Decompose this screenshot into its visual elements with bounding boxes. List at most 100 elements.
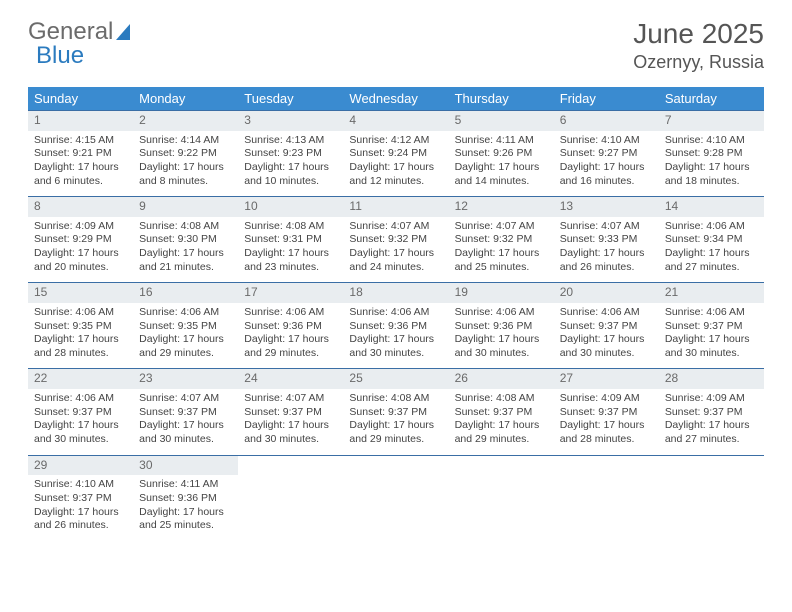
brand-part2: Blue [36, 42, 84, 70]
daylight-text-2: and 23 minutes. [244, 261, 337, 275]
sunset-text: Sunset: 9:28 PM [665, 147, 758, 161]
title-block: June 2025 Ozernyy, Russia [633, 18, 764, 73]
sunset-text: Sunset: 9:36 PM [244, 320, 337, 334]
daylight-text-2: and 24 minutes. [349, 261, 442, 275]
day-number: 10 [238, 197, 343, 217]
daylight-text: Daylight: 17 hours [139, 506, 232, 520]
sunrise-text: Sunrise: 4:06 AM [34, 392, 127, 406]
day-cell: Sunrise: 4:13 AMSunset: 9:23 PMDaylight:… [238, 131, 343, 197]
sunset-text: Sunset: 9:37 PM [455, 406, 548, 420]
day-number: 21 [659, 283, 764, 303]
daylight-text-2: and 26 minutes. [34, 519, 127, 533]
daylight-text-2: and 14 minutes. [455, 175, 548, 189]
daylight-text: Daylight: 17 hours [560, 247, 653, 261]
sunset-text: Sunset: 9:37 PM [244, 406, 337, 420]
day-number: 7 [659, 111, 764, 131]
day-number: 1 [28, 111, 133, 131]
day-number: 2 [133, 111, 238, 131]
day-cell: Sunrise: 4:10 AMSunset: 9:27 PMDaylight:… [554, 131, 659, 197]
sunset-text: Sunset: 9:26 PM [455, 147, 548, 161]
weekday-header: Thursday [449, 87, 554, 111]
day-number [659, 455, 764, 475]
daylight-text-2: and 26 minutes. [560, 261, 653, 275]
sunset-text: Sunset: 9:24 PM [349, 147, 442, 161]
sunset-text: Sunset: 9:37 PM [34, 492, 127, 506]
day-cell [343, 475, 448, 541]
day-cell: Sunrise: 4:06 AMSunset: 9:35 PMDaylight:… [28, 303, 133, 369]
sunset-text: Sunset: 9:23 PM [244, 147, 337, 161]
daylight-text: Daylight: 17 hours [34, 247, 127, 261]
daylight-text-2: and 29 minutes. [455, 433, 548, 447]
day-number: 27 [554, 369, 659, 389]
sunrise-text: Sunrise: 4:09 AM [665, 392, 758, 406]
day-cell: Sunrise: 4:06 AMSunset: 9:36 PMDaylight:… [449, 303, 554, 369]
sunrise-text: Sunrise: 4:09 AM [560, 392, 653, 406]
weekday-header-row: Sunday Monday Tuesday Wednesday Thursday… [28, 87, 764, 111]
day-number: 5 [449, 111, 554, 131]
day-cell: Sunrise: 4:12 AMSunset: 9:24 PMDaylight:… [343, 131, 448, 197]
sunset-text: Sunset: 9:35 PM [34, 320, 127, 334]
daylight-text: Daylight: 17 hours [34, 333, 127, 347]
sunrise-text: Sunrise: 4:06 AM [244, 306, 337, 320]
daylight-text: Daylight: 17 hours [34, 161, 127, 175]
daylight-text-2: and 18 minutes. [665, 175, 758, 189]
day-number: 9 [133, 197, 238, 217]
day-number: 4 [343, 111, 448, 131]
sunset-text: Sunset: 9:29 PM [34, 233, 127, 247]
daynum-row: 22232425262728 [28, 369, 764, 389]
weekday-header: Saturday [659, 87, 764, 111]
daylight-text: Daylight: 17 hours [455, 247, 548, 261]
day-cell: Sunrise: 4:06 AMSunset: 9:35 PMDaylight:… [133, 303, 238, 369]
daylight-text-2: and 25 minutes. [139, 519, 232, 533]
content-row: Sunrise: 4:10 AMSunset: 9:37 PMDaylight:… [28, 475, 764, 541]
sunset-text: Sunset: 9:37 PM [560, 406, 653, 420]
day-number: 13 [554, 197, 659, 217]
sunrise-text: Sunrise: 4:06 AM [560, 306, 653, 320]
title-month: June 2025 [633, 18, 764, 50]
sunset-text: Sunset: 9:33 PM [560, 233, 653, 247]
daylight-text: Daylight: 17 hours [244, 419, 337, 433]
day-number [449, 455, 554, 475]
daylight-text: Daylight: 17 hours [665, 419, 758, 433]
daylight-text-2: and 27 minutes. [665, 261, 758, 275]
day-cell: Sunrise: 4:10 AMSunset: 9:37 PMDaylight:… [28, 475, 133, 541]
day-cell: Sunrise: 4:14 AMSunset: 9:22 PMDaylight:… [133, 131, 238, 197]
day-cell: Sunrise: 4:06 AMSunset: 9:36 PMDaylight:… [343, 303, 448, 369]
sunrise-text: Sunrise: 4:06 AM [665, 306, 758, 320]
sunset-text: Sunset: 9:27 PM [560, 147, 653, 161]
sunset-text: Sunset: 9:37 PM [349, 406, 442, 420]
sunset-text: Sunset: 9:30 PM [139, 233, 232, 247]
sunset-text: Sunset: 9:37 PM [665, 406, 758, 420]
day-number [238, 455, 343, 475]
sunset-text: Sunset: 9:36 PM [455, 320, 548, 334]
day-cell: Sunrise: 4:11 AMSunset: 9:26 PMDaylight:… [449, 131, 554, 197]
sunrise-text: Sunrise: 4:07 AM [560, 220, 653, 234]
sunrise-text: Sunrise: 4:06 AM [34, 306, 127, 320]
sunrise-text: Sunrise: 4:14 AM [139, 134, 232, 148]
daylight-text-2: and 28 minutes. [34, 347, 127, 361]
day-cell: Sunrise: 4:06 AMSunset: 9:37 PMDaylight:… [28, 389, 133, 455]
sunrise-text: Sunrise: 4:06 AM [455, 306, 548, 320]
sunrise-text: Sunrise: 4:08 AM [139, 220, 232, 234]
daylight-text: Daylight: 17 hours [349, 161, 442, 175]
content-row: Sunrise: 4:06 AMSunset: 9:37 PMDaylight:… [28, 389, 764, 455]
daylight-text: Daylight: 17 hours [560, 161, 653, 175]
daylight-text-2: and 30 minutes. [455, 347, 548, 361]
day-cell: Sunrise: 4:08 AMSunset: 9:30 PMDaylight:… [133, 217, 238, 283]
daylight-text-2: and 20 minutes. [34, 261, 127, 275]
day-number: 22 [28, 369, 133, 389]
daylight-text: Daylight: 17 hours [139, 419, 232, 433]
daylight-text: Daylight: 17 hours [34, 506, 127, 520]
day-cell: Sunrise: 4:08 AMSunset: 9:31 PMDaylight:… [238, 217, 343, 283]
day-cell: Sunrise: 4:08 AMSunset: 9:37 PMDaylight:… [449, 389, 554, 455]
day-number [554, 455, 659, 475]
daylight-text: Daylight: 17 hours [139, 333, 232, 347]
day-cell: Sunrise: 4:11 AMSunset: 9:36 PMDaylight:… [133, 475, 238, 541]
daylight-text: Daylight: 17 hours [34, 419, 127, 433]
page-header: General June 2025 Ozernyy, Russia [0, 0, 792, 81]
day-cell: Sunrise: 4:10 AMSunset: 9:28 PMDaylight:… [659, 131, 764, 197]
day-cell: Sunrise: 4:06 AMSunset: 9:34 PMDaylight:… [659, 217, 764, 283]
daylight-text-2: and 25 minutes. [455, 261, 548, 275]
daylight-text-2: and 30 minutes. [34, 433, 127, 447]
daylight-text: Daylight: 17 hours [560, 419, 653, 433]
